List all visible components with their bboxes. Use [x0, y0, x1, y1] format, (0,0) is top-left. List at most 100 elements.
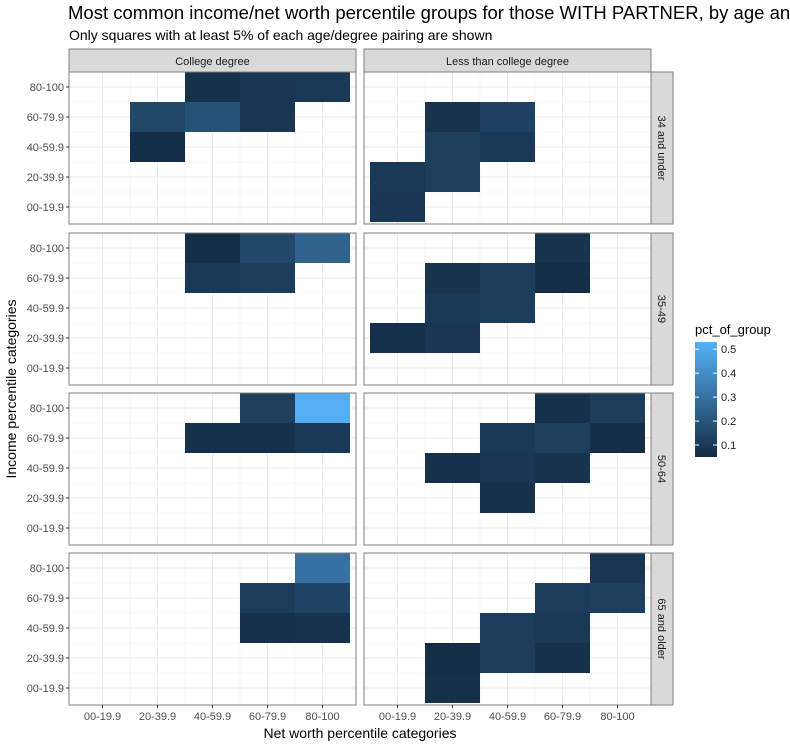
panel-border: [363, 232, 652, 386]
legend-tick-label: 0.3: [721, 392, 736, 404]
y-tick-label: 80-100: [30, 82, 64, 94]
y-tick-label: 60-79.9: [27, 112, 64, 124]
y-tick-label: 20-39.9: [27, 653, 64, 665]
row-strip-label-50-64: 50-64: [655, 455, 667, 483]
panel-less-than-college-degree-35-49: [363, 232, 652, 386]
heatmap-cell: [535, 613, 590, 643]
heatmap-cell: [535, 423, 590, 453]
y-tick-label: 80-100: [30, 243, 64, 255]
heatmap-cell: [295, 553, 350, 583]
heatmap-cell: [370, 323, 425, 353]
heatmap-cell: [185, 102, 240, 132]
y-tick-label: 40-59.9: [27, 623, 64, 635]
heatmap-cell: [240, 393, 295, 423]
panel-less-than-college-degree-50-64: [363, 392, 652, 546]
color-legend: pct_of_group 0.1 0.2 0.3 0.4 0.5: [695, 322, 771, 457]
legend-tick-label: 0.5: [721, 344, 736, 356]
column-strip-label-college-degree: College degree: [175, 56, 250, 68]
panel-college-degree-50-64: [68, 392, 357, 546]
legend-colorbar: [695, 342, 717, 457]
panel-border: [68, 232, 357, 386]
chart-title: Most common income/net worth percentile …: [68, 2, 790, 23]
panel-college-degree-34-and-under: [68, 71, 357, 225]
heatmap-cell: [295, 233, 350, 263]
panel-border: [68, 71, 357, 225]
x-tick-label: 60-79.9: [249, 711, 286, 723]
heatmap-cell: [240, 583, 295, 613]
heatmap-cell: [240, 72, 295, 102]
heatmap-cell: [535, 453, 590, 483]
heatmap-cell: [185, 72, 240, 102]
facet-panels: College degree Less than college degree 34…: [27, 48, 674, 723]
y-tick-label: 60-79.9: [27, 433, 64, 445]
legend-tick-label: 0.2: [721, 416, 736, 428]
x-tick-label: 80-100: [305, 711, 339, 723]
legend-title: pct_of_group: [695, 322, 771, 337]
y-tick-label: 00-19.9: [27, 202, 64, 214]
heatmap-cell: [535, 233, 590, 263]
y-tick-label: 20-39.9: [27, 333, 64, 345]
heatmap-cell: [240, 423, 295, 453]
heatmap-cell: [185, 233, 240, 263]
heatmap-cell: [535, 583, 590, 613]
panel-less-than-college-degree-65-and-older: [363, 552, 652, 706]
heatmap-cell: [370, 192, 425, 222]
y-tick-label: 60-79.9: [27, 593, 64, 605]
y-tick-label: 00-19.9: [27, 683, 64, 695]
heatmap-cell: [590, 393, 645, 423]
heatmap-cell: [425, 453, 480, 483]
heatmap-cell: [295, 613, 350, 643]
heatmap-cell: [425, 162, 480, 192]
heatmap-cell: [240, 102, 295, 132]
x-tick-label: 40-59.9: [489, 711, 526, 723]
heatmap-cell: [480, 263, 535, 293]
heatmap-cell: [295, 583, 350, 613]
x-tick-label: 80-100: [600, 711, 634, 723]
heatmap-cell: [185, 263, 240, 293]
heatmap-cell: [240, 613, 295, 643]
heatmap-cell: [480, 423, 535, 453]
legend-tick-label: 0.4: [721, 368, 736, 380]
panel-border: [363, 392, 652, 546]
heatmap-cell: [185, 423, 240, 453]
x-tick-label: 60-79.9: [544, 711, 581, 723]
heatmap-cell: [240, 233, 295, 263]
heatmap-cell: [425, 132, 480, 162]
heatmap-cell: [480, 293, 535, 323]
heatmap-cell: [535, 643, 590, 673]
y-tick-label: 40-59.9: [27, 142, 64, 154]
heatmap-cell: [480, 483, 535, 513]
y-tick-label: 80-100: [30, 403, 64, 415]
heatmap-cell: [425, 643, 480, 673]
heatmap-cell: [590, 583, 645, 613]
y-axis-title: Income percentile categories: [3, 300, 19, 479]
x-axis-title: Net worth percentile categories: [264, 725, 457, 741]
y-tick-label: 80-100: [30, 563, 64, 575]
y-tick-label: 40-59.9: [27, 303, 64, 315]
panel-border: [363, 71, 652, 225]
y-tick-label: 40-59.9: [27, 463, 64, 475]
heatmap-cell: [480, 643, 535, 673]
chart-subtitle: Only squares with at least 5% of each ag…: [69, 27, 492, 43]
heatmap-cell: [370, 162, 425, 192]
heatmap-cell: [130, 102, 185, 132]
heatmap-cell: [480, 102, 535, 132]
heatmap-cell: [535, 393, 590, 423]
y-tick-label: 20-39.9: [27, 493, 64, 505]
column-strip-label-less-than-college-degree: Less than college degree: [446, 56, 569, 68]
y-tick-label: 00-19.9: [27, 363, 64, 375]
heatmap-cell: [535, 263, 590, 293]
x-tick-label: 20-39.9: [434, 711, 471, 723]
heatmap-cell: [425, 323, 480, 353]
x-tick-label: 00-19.9: [379, 711, 416, 723]
heatmap-cell: [425, 102, 480, 132]
panel-border: [68, 392, 357, 546]
heatmap-cell: [295, 423, 350, 453]
heatmap-cell: [240, 263, 295, 293]
legend-tick-label: 0.1: [721, 440, 736, 452]
row-strip-label-34-and-under: 34 and under: [655, 116, 667, 181]
x-tick-label: 20-39.9: [139, 711, 176, 723]
heatmap-cell: [425, 263, 480, 293]
heatmap-cell: [480, 613, 535, 643]
